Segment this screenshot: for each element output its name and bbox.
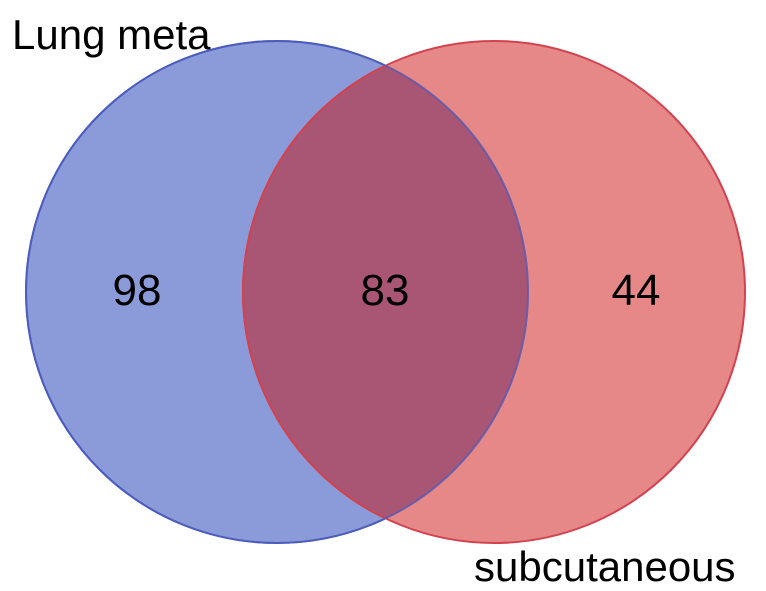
set-label-lung-meta: Lung meta (12, 11, 211, 58)
intersection-region (242, 41, 528, 543)
count-lung-meta-only: 98 (113, 266, 162, 315)
count-subcutaneous-only: 44 (612, 266, 661, 315)
set-label-subcutaneous: subcutaneous (474, 543, 736, 590)
count-intersection: 83 (361, 266, 410, 315)
set-outline-lung-meta (25, 40, 529, 544)
